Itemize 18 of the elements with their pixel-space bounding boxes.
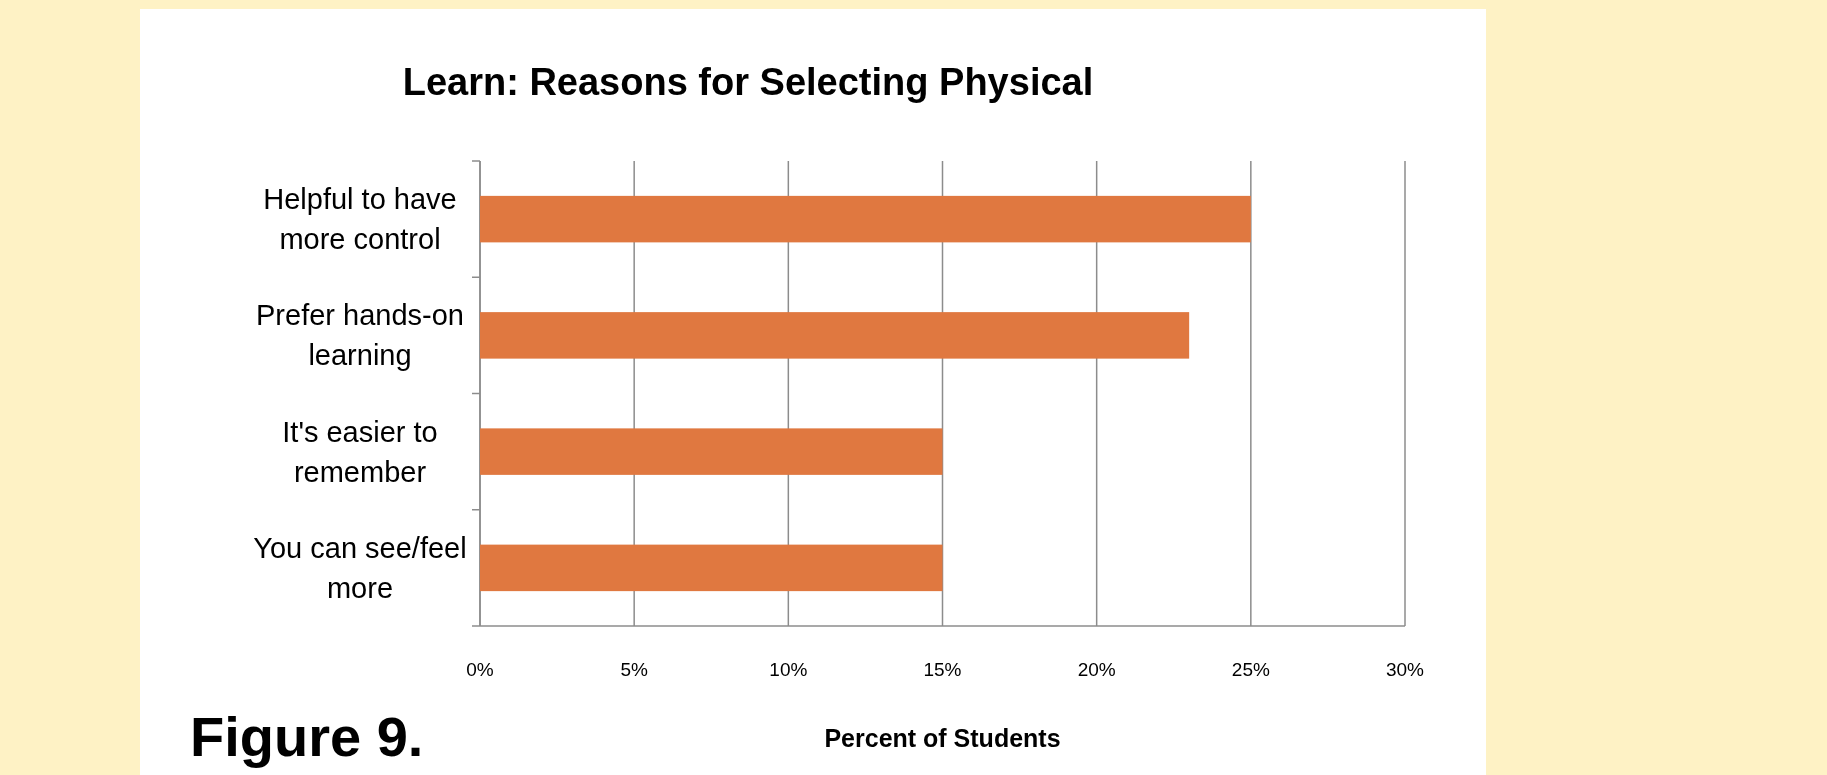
y-tick-label: Prefer hands-on learning — [256, 299, 464, 372]
bar — [480, 544, 943, 592]
x-tick-label: 20% — [1077, 659, 1116, 680]
x-tick-label: 30% — [1385, 659, 1425, 680]
x-tick-label: 10% — [769, 659, 808, 680]
chart-title: Learn: Reasons for Selecting Physical — [402, 61, 1094, 103]
bar — [480, 195, 1251, 243]
x-tick-label: 0% — [466, 659, 494, 680]
x-axis-title: Percent of Students — [824, 724, 1061, 752]
x-tick-label: 5% — [620, 659, 648, 680]
x-tick-label: 25% — [1231, 659, 1270, 680]
bar — [480, 312, 1190, 359]
bar — [480, 428, 943, 475]
y-tick-label: Helpful to have more control — [263, 183, 457, 256]
y-tick-label: You can see/feel more — [253, 531, 467, 604]
x-tick-label: 15% — [923, 659, 962, 680]
y-tick-label: It's easier to remember — [282, 415, 438, 488]
caption: Figure 9. — [190, 705, 424, 768]
